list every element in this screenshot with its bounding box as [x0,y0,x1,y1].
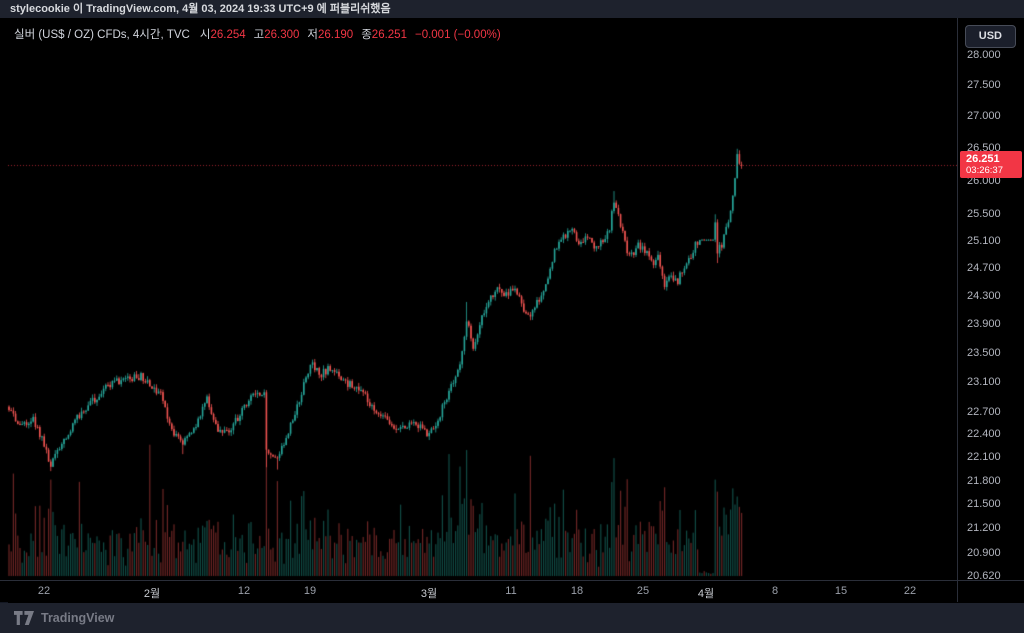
price-tick: 23.100 [967,376,1001,389]
high-label: 고 [253,29,265,41]
price-axis[interactable]: 26.251 03:26:37 28.000 27.500 27.000 26.500… [957,18,1024,582]
price-tick: 20.900 [967,546,1001,559]
publish-info-text: stylecookie 이 TradingView.com, 4월 03, 20… [10,3,391,15]
price-tick: 23.900 [967,318,1001,331]
price-tick: 20.620 [967,569,1001,582]
high-value: 26.300 [264,29,300,41]
time-tick: 11 [505,585,517,597]
time-tick: 19 [303,585,317,597]
tradingview-logo-text: TradingView [41,611,115,625]
price-tick: 27.000 [967,110,1001,123]
brand-bar: TradingView [0,603,1024,633]
axis-corner [957,581,1024,602]
time-tick: 25 [636,585,650,597]
price-tick: 25.500 [967,207,1001,220]
time-tick: 22 [37,585,51,597]
time-tick: 2월 [143,588,161,600]
candlestick-chart-canvas[interactable] [0,18,957,580]
close-value: 26.251 [371,29,407,41]
price-tick: 21.500 [967,498,1001,511]
time-tick: 15 [834,585,848,597]
low-label: 저 [307,29,319,41]
price-tick: 22.400 [967,428,1001,441]
price-tick: 23.500 [967,346,1001,359]
price-tick: 28.000 [967,48,1001,61]
publish-info-bar: stylecookie 이 TradingView.com, 4월 03, 20… [0,0,1024,18]
last-price-label: 26.251 03:26:37 [960,150,1022,178]
time-tick: 3월 [420,588,438,600]
price-tick: 21.800 [967,474,1001,487]
low-value: 26.190 [318,29,354,41]
currency-toggle-button[interactable]: USD [964,25,1016,48]
symbol-legend[interactable]: 실버 (US$ / OZ) CFDs, 4시간, TVC 시26.254 고26.3… [14,26,501,42]
currency-label: USD [978,30,1002,42]
time-tick: 22 [903,585,917,597]
last-price-value: 26.251 [966,152,1000,165]
tradingview-logo-mark [14,611,34,625]
bar-countdown: 03:26:37 [966,164,1003,176]
time-tick: 12 [237,585,251,597]
change-value: −0.001 (−0.00%) [414,29,501,41]
time-tick: 18 [570,585,584,597]
time-axis[interactable]: 22 2월 12 19 3월 11 18 25 4월 8 15 22 [0,581,957,602]
time-tick: 4월 [697,588,715,600]
tradingview-logo[interactable]: TradingView [14,611,114,625]
price-tick: 25.100 [967,234,1001,247]
price-tick: 24.700 [967,262,1001,275]
symbol-title: 실버 (US$ / OZ) CFDs, 4시간, TVC [14,29,190,41]
close-label: 종 [361,29,372,41]
time-axis-separator [0,580,1024,581]
price-tick: 27.500 [967,79,1001,92]
price-tick: 22.700 [967,405,1001,418]
price-tick: 24.300 [967,289,1001,302]
open-value: 26.254 [210,29,246,41]
time-tick: 8 [771,585,779,597]
price-tick: 21.200 [967,522,1001,535]
open-label: 시 [199,29,211,41]
chart-card: 실버 (US$ / OZ) CFDs, 4시간, TVC 시26.254 고26.3… [0,18,1024,603]
price-tick: 22.100 [967,451,1001,464]
